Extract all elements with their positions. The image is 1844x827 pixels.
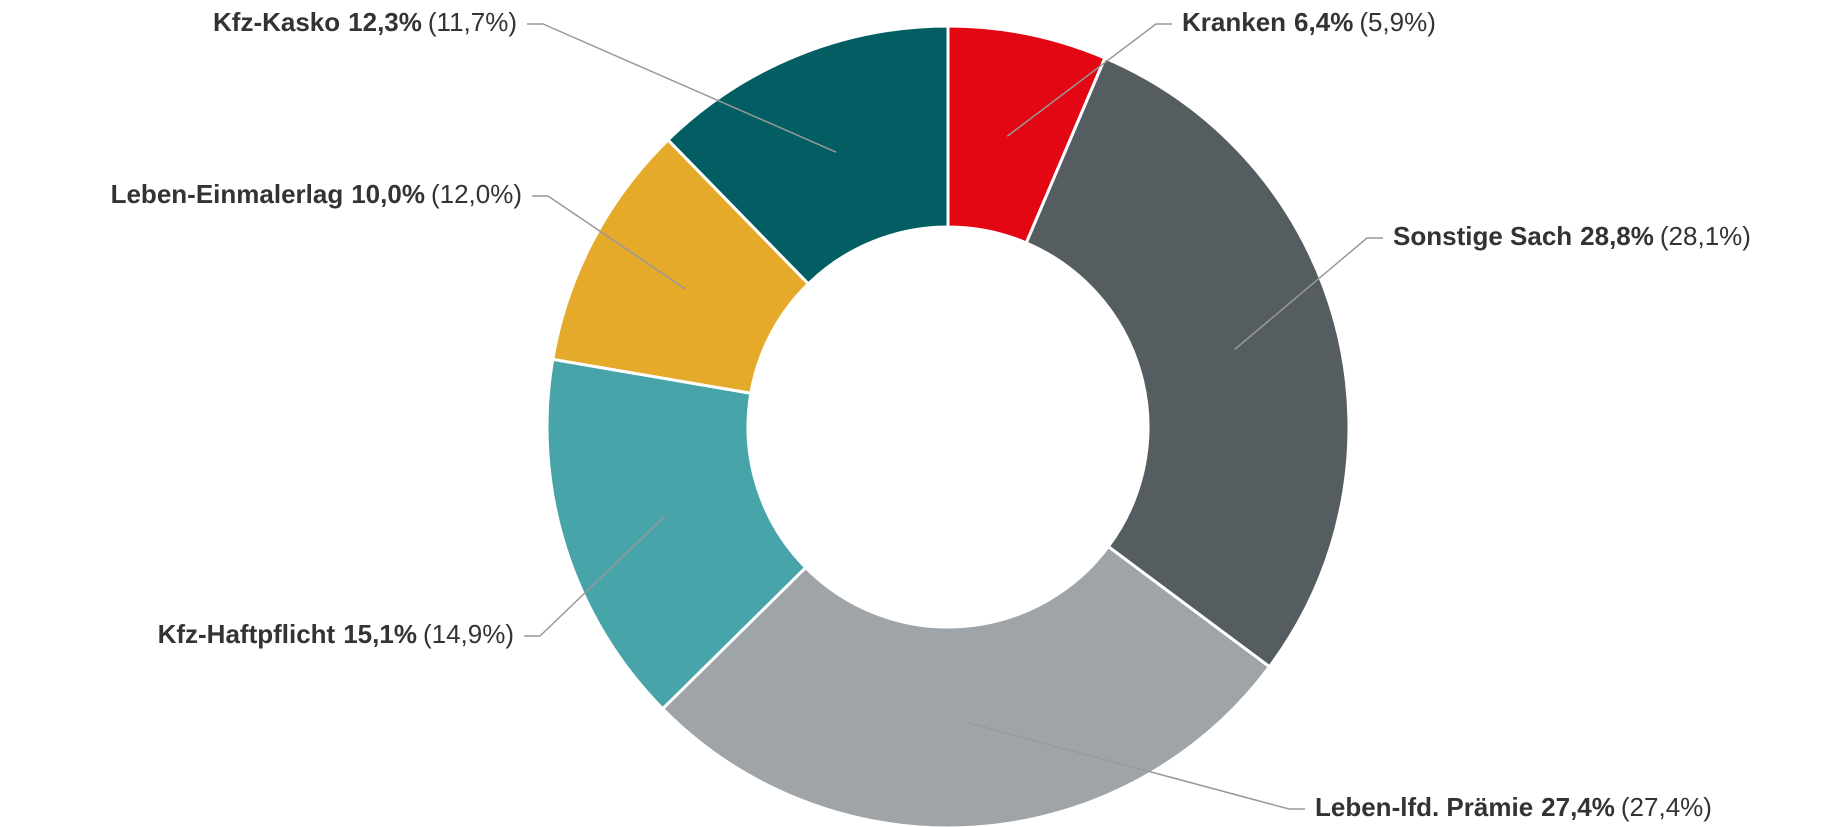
leader-line [1233,237,1383,351]
slice [665,24,950,286]
category-label: Kfz-Haftpflicht [158,619,336,649]
slice-label: Kranken 6,4% (5,9%) [1182,7,1436,37]
slice [660,544,1272,827]
leader-line [532,195,686,290]
value-label: 28,8% [1580,221,1654,251]
prior-value-label: (27,4%) [1621,792,1712,822]
category-label: Sonstige Sach [1393,221,1572,251]
leader-line [968,722,1305,810]
leader-line [527,23,837,153]
slice-label: Kfz-Kasko 12,3% (11,7%) [213,7,517,37]
slice [545,357,808,711]
category-label: Leben-Einmalerlag [111,179,344,209]
slice-label: Leben-Einmalerlag 10,0% (12,0%) [111,179,522,209]
prior-value-label: (12,0%) [431,179,522,209]
prior-value-label: (11,7%) [428,7,517,37]
category-label: Leben-lfd. Prämie [1315,792,1533,822]
value-label: 27,4% [1541,792,1615,822]
slice-label: Leben-lfd. Prämie 27,4% (27,4%) [1315,792,1712,822]
value-label: 12,3% [348,7,422,37]
category-label: Kfz-Kasko [213,7,340,37]
prior-value-label: (28,1%) [1660,221,1751,251]
value-label: 10,0% [351,179,425,209]
value-label: 15,1% [343,619,417,649]
category-label: Kranken [1182,7,1286,37]
slice [1024,56,1351,669]
leader-line [524,515,666,637]
leader-line [1006,23,1172,137]
slice-label: Sonstige Sach 28,8% (28,1%) [1393,221,1751,251]
value-label: 6,4% [1294,7,1353,37]
slice-label: Kfz-Haftpflicht 15,1% (14,9%) [158,619,514,649]
prior-value-label: (14,9%) [423,619,514,649]
slice [551,137,811,395]
prior-value-label: (5,9%) [1359,7,1436,37]
